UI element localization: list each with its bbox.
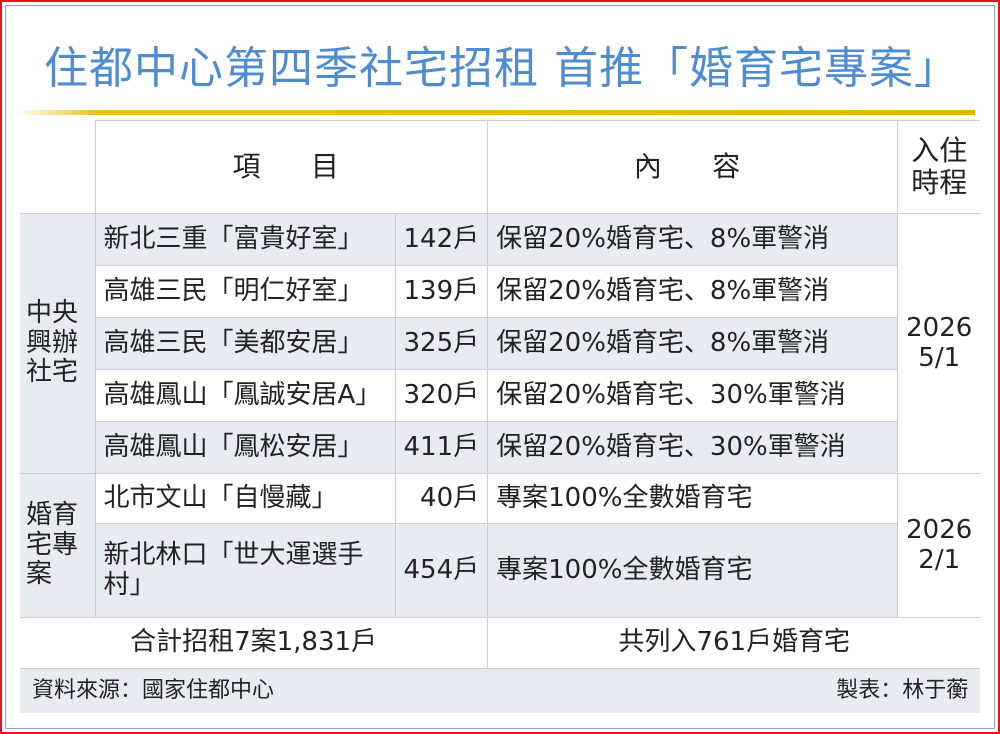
content-cell: 保留20%婚育宅、30%軍警消 [487, 369, 899, 422]
project-name: 新北三重「富貴好室」 [94, 213, 396, 266]
category-cell: 中央興辦社宅 [20, 213, 96, 474]
source-note: 資料來源：國家住都中心 [32, 678, 275, 704]
credit-note: 製表：林于蘅 [836, 678, 969, 704]
unit-count: 142戶 [394, 213, 489, 266]
header-row: 項 目 內 容 入住時程 [20, 120, 981, 214]
project-name: 高雄鳳山「鳳誠安居A」 [94, 369, 396, 422]
content-cell: 保留20%婚育宅、30%軍警消 [487, 421, 899, 474]
table-row: 中央興辦社宅 新北三重「富貴好室」 142戶 保留20%婚育宅、8%軍警消 20… [20, 213, 981, 474]
table-row: 高雄鳳山「鳳誠安居A」 320戶 保留20%婚育宅、30%軍警消 [20, 369, 980, 422]
header-blank [20, 120, 96, 214]
project-name: 高雄三民「明仁好室」 [94, 265, 396, 318]
project-name: 高雄鳳山「鳳松安居」 [94, 421, 396, 474]
unit-count: 139戶 [394, 265, 489, 318]
unit-count: 40戶 [394, 473, 489, 524]
content-cell: 保留20%婚育宅、8%軍警消 [487, 265, 899, 318]
table-row: 高雄三民「明仁好室」 139戶 保留20%婚育宅、8%軍警消 [20, 265, 980, 318]
move-in-year: 2026 [906, 312, 973, 343]
header-item: 項 目 [94, 120, 489, 214]
project-name: 高雄三民「美都安居」 [94, 317, 396, 370]
table-row: 高雄鳳山「鳳松安居」 411戶 保留20%婚育宅、30%軍警消 [20, 421, 980, 474]
housing-table: 項 目 內 容 入住時程 中央興辦社宅 新北三重「富貴好室」 142戶 保留20… [20, 120, 981, 713]
title-divider [22, 110, 975, 115]
totals-row: 合計招租7案1,831戶 共列入761戶婚育宅 [20, 617, 981, 669]
move-in-year: 2026 [906, 514, 973, 545]
unit-count: 320戶 [394, 369, 489, 422]
project-name: 北市文山「自慢藏」 [94, 473, 396, 524]
content-cell: 保留20%婚育宅、8%軍警消 [487, 213, 899, 266]
table-row: 婚育宅專案 北市文山「自慢藏」 40戶 專案100%全數婚育宅 2026 2/1 [20, 473, 981, 618]
table-row: 新北林口「世大運選手村」 454戶 專案100%全數婚育宅 [20, 523, 980, 618]
content-cell: 保留20%婚育宅、8%軍警消 [487, 317, 899, 370]
unit-count: 411戶 [394, 421, 489, 474]
move-in-day: 2/1 [918, 544, 961, 575]
total-summary: 合計招租7案1,831戶 [20, 617, 489, 669]
footer: 資料來源：國家住都中心 製表：林于蘅 [20, 668, 981, 713]
header-move-in: 入住時程 [897, 120, 981, 214]
project-name: 新北林口「世大運選手村」 [94, 523, 396, 618]
unit-count: 454戶 [394, 523, 489, 618]
content-cell: 專案100%全數婚育宅 [487, 523, 899, 618]
inner-frame [5, 5, 995, 729]
move-in-day: 5/1 [918, 342, 961, 373]
marriage-housing-summary: 共列入761戶婚育宅 [487, 617, 981, 669]
page-title: 住都中心第四季社宅招租 首推「婚育宅專案」 [44, 43, 959, 94]
content-cell: 專案100%全數婚育宅 [487, 473, 899, 524]
move-in-date: 2026 5/1 [897, 213, 981, 474]
header-content: 內 容 [487, 120, 899, 214]
category-cell: 婚育宅專案 [20, 473, 96, 618]
move-in-date: 2026 2/1 [897, 473, 981, 618]
table-row: 高雄三民「美都安居」 325戶 保留20%婚育宅、8%軍警消 [20, 317, 980, 370]
unit-count: 325戶 [394, 317, 489, 370]
footer-row: 資料來源：國家住都中心 製表：林于蘅 [20, 668, 981, 713]
